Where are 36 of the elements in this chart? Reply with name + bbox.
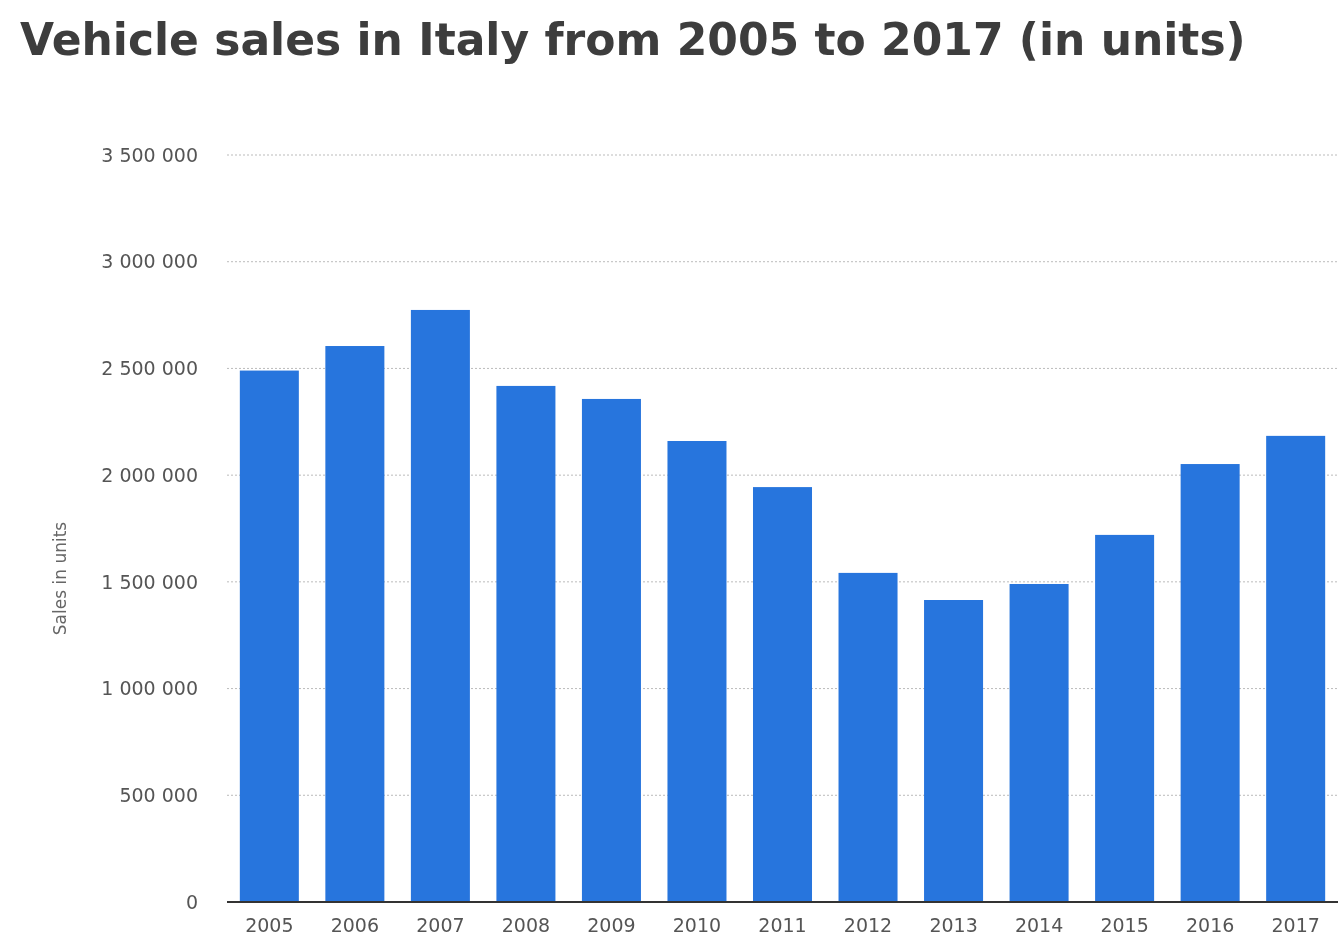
x-tick-label: 2007 (416, 914, 465, 936)
bar (1095, 534, 1155, 902)
x-tick-label: 2013 (929, 914, 978, 936)
x-tick-label: 2016 (1185, 914, 1235, 936)
y-tick-label: 3 000 000 (101, 250, 198, 273)
bar (325, 346, 385, 902)
y-tick-label: 2 000 000 (101, 463, 198, 486)
y-tick-label: 1 000 000 (101, 677, 198, 700)
x-tick-label: 2005 (245, 914, 294, 936)
bar (496, 385, 556, 902)
x-tick-label: 2006 (330, 914, 380, 936)
bar (1180, 464, 1240, 902)
x-tick-label: 2014 (1014, 914, 1064, 936)
y-axis-title: Sales in units (50, 521, 70, 636)
x-tick-label: 2008 (501, 914, 551, 936)
x-tick-label: 2012 (843, 914, 893, 936)
x-tick-label: 2011 (758, 914, 807, 936)
x-tick-label: 2010 (672, 914, 722, 936)
y-tick-label: 1 500 000 (101, 570, 198, 593)
x-tick-label: 2017 (1271, 914, 1320, 936)
x-tick-label: 2009 (587, 914, 636, 936)
y-tick-label: 3 500 000 (101, 143, 198, 166)
bar (410, 309, 470, 902)
chart-title: Vehicle sales in Italy from 2005 to 2017 (in units) (20, 14, 1246, 65)
bar (581, 398, 641, 902)
x-tick-label: 2015 (1100, 914, 1149, 936)
y-tick-label: 0 (185, 890, 198, 913)
bar (924, 600, 984, 902)
bar (1009, 583, 1069, 902)
bar (838, 572, 898, 902)
bar (1266, 435, 1326, 902)
bar (239, 370, 299, 902)
bar (667, 440, 727, 902)
y-tick-label: 500 000 (119, 783, 198, 806)
y-tick-label: 2 500 000 (101, 357, 198, 380)
bar (752, 487, 813, 902)
